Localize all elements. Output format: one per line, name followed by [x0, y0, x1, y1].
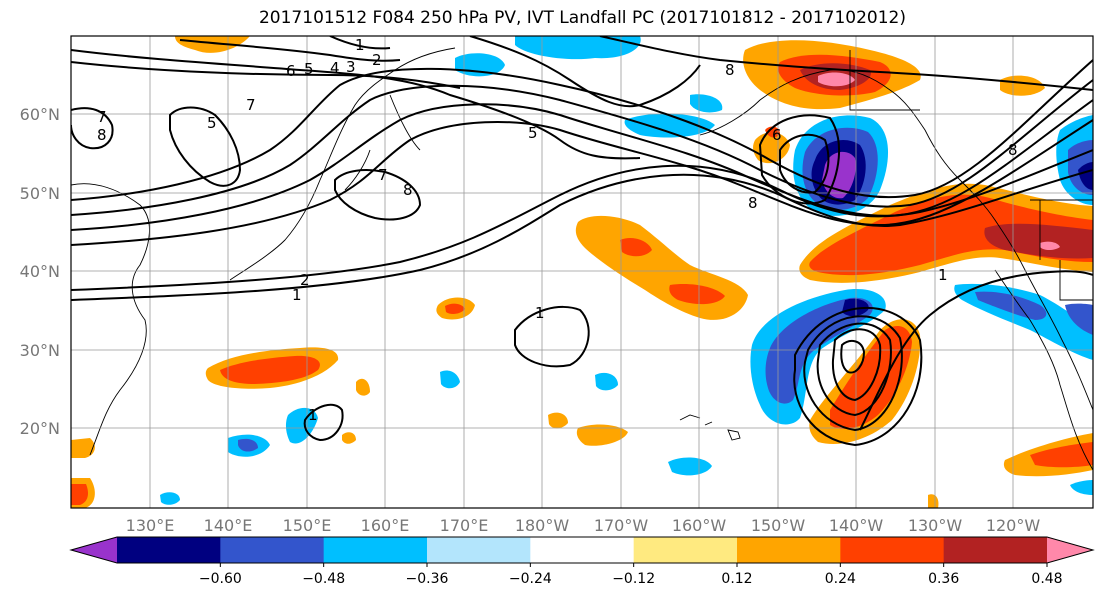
contour-label: 8	[1008, 141, 1018, 159]
lon-label: 170°W	[594, 516, 649, 535]
colorbar-tick-label: −0.60	[199, 571, 242, 587]
contour-label: 8	[403, 181, 413, 199]
contour-label: 1	[535, 304, 545, 322]
lat-labels: 60°N 50°N 40°N 30°N 20°N	[20, 105, 60, 438]
lon-label: 160°E	[361, 516, 410, 535]
contour-label: 6	[772, 126, 782, 144]
lon-label: 160°W	[672, 516, 727, 535]
lon-label: 180°W	[515, 516, 570, 535]
lon-label: 170°E	[440, 516, 489, 535]
contour-label: 1	[938, 266, 948, 284]
contour-label: 8	[748, 194, 758, 212]
colorbar-swatch	[71, 537, 117, 563]
colorbar-swatch	[737, 537, 841, 563]
colorbar-tick-label: 0.12	[721, 571, 752, 587]
lat-label: 60°N	[20, 105, 60, 124]
colorbar-tick-label: −0.48	[302, 571, 345, 587]
contour-label: 1	[292, 286, 302, 304]
contour-label: 5	[528, 124, 538, 142]
colorbar-tick-label: −0.36	[406, 571, 449, 587]
colorbar-tick-label: −0.12	[612, 571, 655, 587]
contour-label: 7	[378, 166, 388, 184]
lon-labels: 130°E 140°E 150°E 160°E 170°E 180°W 170°…	[126, 516, 1041, 535]
colorbar-swatch	[1047, 537, 1093, 563]
contour-label: 3	[346, 58, 356, 76]
colorbar: −0.60 −0.48 −0.36 −0.24 −0.12 0.12 0.24 0.36 0.4…	[71, 537, 1105, 587]
colorbar-swatch	[324, 537, 428, 563]
lat-label: 40°N	[20, 262, 60, 281]
lat-label: 20°N	[20, 419, 60, 438]
contour-label: 7	[97, 108, 107, 126]
contour-label: 8	[725, 61, 735, 79]
contour-label: 6	[286, 62, 296, 80]
contour-label: 1	[308, 406, 318, 424]
lon-label: 140°W	[829, 516, 884, 535]
lat-label: 50°N	[20, 184, 60, 203]
lon-label: 130°E	[126, 516, 175, 535]
colorbar-swatch	[117, 537, 221, 563]
colorbar-tick-label: 0.36	[928, 571, 959, 587]
contour-label: 7	[246, 96, 256, 114]
colorbar-tick-label: 0.24	[825, 571, 856, 587]
lon-label: 120°W	[986, 516, 1041, 535]
colorbar-swatch	[944, 537, 1048, 563]
contour-label: 1	[355, 36, 365, 54]
colorbar-swatch	[634, 537, 738, 563]
colorbar-swatch	[530, 537, 634, 563]
lon-label: 150°E	[283, 516, 332, 535]
colorbar-swatch	[840, 537, 944, 563]
contour-label: 4	[330, 59, 340, 77]
colorbar-tick-label: −0.24	[509, 571, 552, 587]
lon-label: 150°W	[751, 516, 806, 535]
colorbar-swatch	[220, 537, 324, 563]
lon-label: 130°W	[908, 516, 963, 535]
colorbar-swatch	[427, 537, 531, 563]
contour-label: 5	[207, 114, 217, 132]
lon-label: 140°E	[204, 516, 253, 535]
contour-label: 2	[372, 51, 382, 69]
contour-label: 5	[304, 60, 314, 78]
colorbar-tick-label: 0.48	[1031, 571, 1062, 587]
lat-label: 30°N	[20, 341, 60, 360]
contour-label: 8	[97, 126, 107, 144]
pv-ivt-map: 1 2 3 4 5 6 7 8 5 7 8 5 7 8 8 8 6 1 1 2 …	[0, 0, 1105, 601]
